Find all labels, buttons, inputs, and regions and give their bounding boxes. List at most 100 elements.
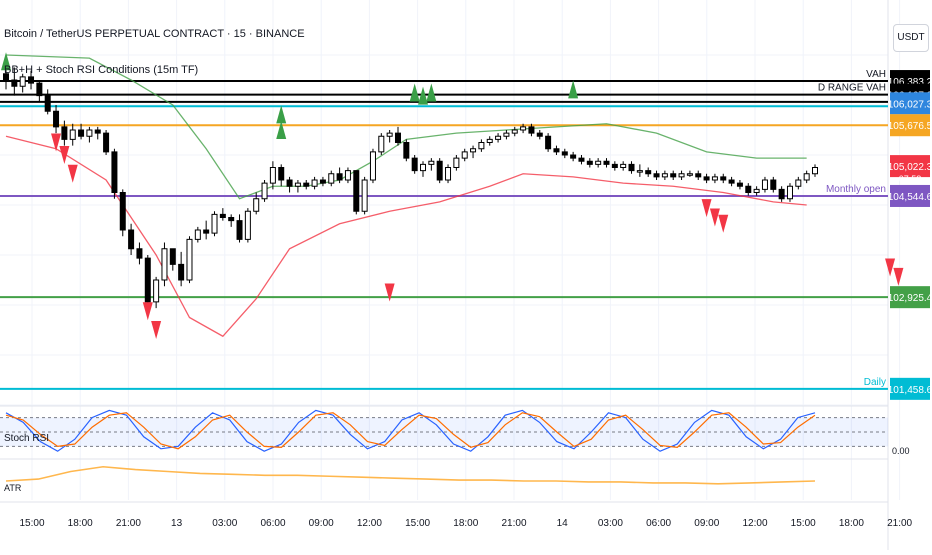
range-line-label: D RANGE VAH — [818, 83, 886, 94]
candle-body — [278, 167, 285, 181]
sell-signal-triangle — [51, 133, 62, 152]
candle-body — [661, 173, 668, 178]
candle-body — [336, 173, 343, 181]
time-axis-tick: 15:00 — [19, 518, 44, 529]
candle-body — [153, 279, 160, 303]
time-axis-tick: 12:00 — [742, 518, 767, 529]
time-axis-tick: 18:00 — [453, 518, 478, 529]
price-axis-label: 102,925.4 — [888, 293, 932, 304]
candle-body — [211, 213, 218, 234]
candle-body — [253, 198, 260, 212]
sell-signal-triangle — [151, 321, 162, 339]
candle-body — [236, 220, 243, 240]
candle-body — [61, 126, 68, 140]
time-axis-tick: 06:00 — [646, 518, 671, 529]
candle-body — [761, 179, 768, 190]
sell-signal-triangle — [709, 208, 720, 227]
price-axis-label-bg — [890, 377, 930, 400]
sell-signal-triangle — [885, 258, 896, 277]
candle-body — [478, 142, 485, 150]
candle-body — [486, 138, 493, 143]
buy-signal-triangle — [568, 80, 579, 99]
candle-body — [269, 167, 276, 184]
price-axis-label: 101,458.6 — [888, 385, 932, 396]
candle-body — [511, 129, 518, 134]
candle-body — [470, 148, 477, 153]
candle-body — [361, 179, 368, 212]
candle-body — [620, 163, 627, 168]
price-axis-label: 105,676.5 — [888, 121, 932, 132]
candle-body — [528, 126, 535, 134]
buy-signal-triangle — [418, 86, 429, 105]
candle-body — [711, 176, 718, 181]
candle-body — [453, 157, 460, 168]
sell-signal-triangle — [893, 267, 904, 286]
candle-body — [545, 135, 552, 150]
candle-body — [420, 163, 427, 172]
buy-signal-triangle — [409, 83, 420, 102]
candle-body — [445, 167, 452, 181]
candle-body — [720, 176, 727, 181]
buy-signal-triangle — [276, 121, 287, 139]
candle-body — [136, 248, 143, 259]
time-axis-tick: 15:00 — [405, 518, 430, 529]
candle-body — [595, 160, 602, 165]
candle-body — [161, 248, 168, 281]
price-axis-label-bg — [890, 184, 930, 207]
candle-body — [678, 173, 685, 178]
candle-body — [745, 185, 752, 193]
price-axis-label: 106,027.3 — [888, 99, 932, 110]
candle-body — [344, 170, 351, 181]
time-axis-tick: 21:00 — [887, 518, 912, 529]
sell-signal-triangle — [59, 146, 70, 164]
stoch-axis-label: 0.00 — [892, 446, 910, 456]
price-axis-label-bg — [890, 114, 930, 137]
candle-body — [86, 129, 93, 137]
buy-signal-triangle — [1, 52, 11, 71]
stoch-d-line — [5, 412, 816, 450]
candle-body — [203, 229, 210, 234]
time-axis-tick: 03:00 — [598, 518, 623, 529]
buy-signal-triangle — [426, 83, 437, 102]
candle-body — [186, 238, 193, 281]
sell-signal-triangle — [701, 199, 712, 218]
candle-body — [703, 176, 710, 181]
candle-body — [11, 79, 18, 87]
time-axis-tick: 13 — [171, 518, 183, 529]
price-axis-label-bg — [890, 286, 930, 309]
time-axis-tick: 09:00 — [694, 518, 719, 529]
candle-body — [670, 173, 677, 178]
candle-body — [770, 179, 777, 190]
candle-body — [795, 179, 802, 187]
candle-body — [78, 129, 85, 137]
candle-body — [178, 263, 185, 281]
candle-body — [311, 179, 318, 187]
time-axis-tick: 18:00 — [68, 518, 93, 529]
atr-title: ATR — [4, 483, 22, 493]
candle-body — [561, 151, 568, 156]
sell-signal-triangle — [67, 164, 78, 183]
candle-body — [228, 217, 235, 222]
currency-button[interactable]: USDT — [893, 24, 929, 52]
time-axis-tick: 21:00 — [501, 518, 526, 529]
candle-body — [653, 173, 660, 178]
price-axis-label-bg — [890, 155, 930, 178]
atr-line — [5, 465, 816, 485]
time-axis-tick: 12:00 — [357, 518, 382, 529]
candle-body — [695, 173, 702, 178]
buy-signal-triangle — [276, 105, 287, 124]
candle-body — [119, 192, 126, 231]
candle-body — [403, 142, 410, 159]
countdown-label: 07:58 — [899, 174, 922, 184]
candle-body — [144, 257, 151, 303]
candle-body — [169, 248, 176, 265]
time-axis-tick: 03:00 — [212, 518, 237, 529]
sell-signal-triangle — [142, 302, 153, 321]
candle-body — [428, 160, 435, 165]
sell-signal-triangle — [718, 214, 729, 233]
price-axis-label: 104,544.6 — [888, 192, 932, 203]
candle-body — [686, 173, 693, 176]
candle-body — [628, 163, 635, 172]
